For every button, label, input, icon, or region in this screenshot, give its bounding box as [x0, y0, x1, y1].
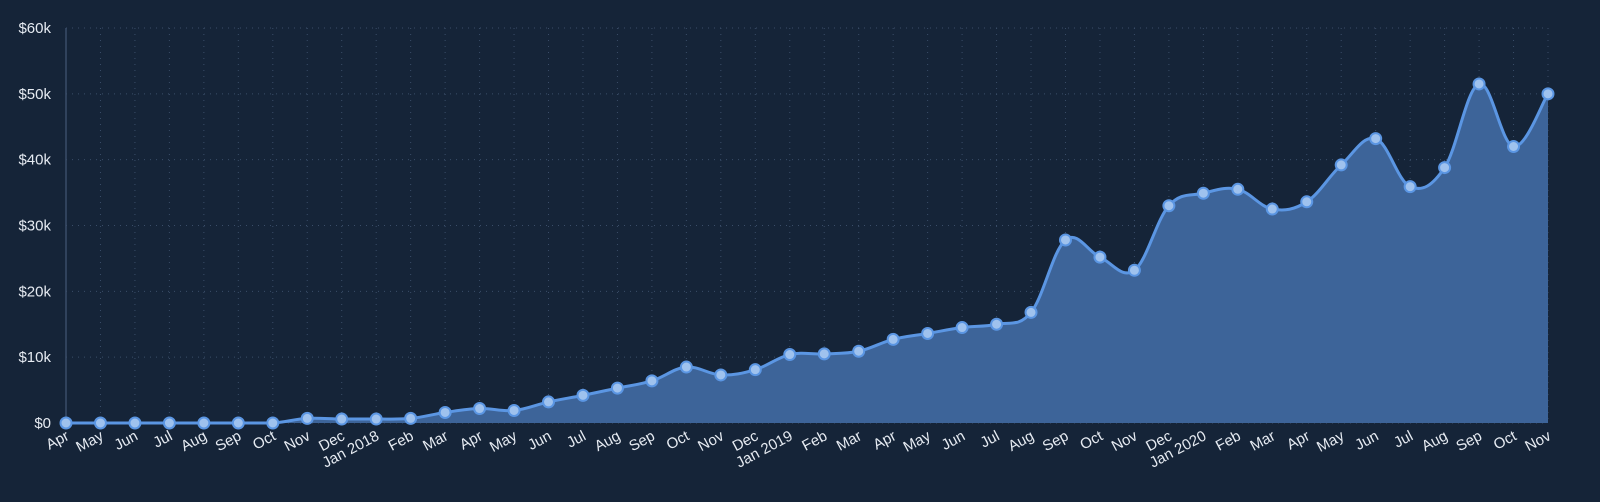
- x-tick-label: Aug: [1419, 428, 1451, 456]
- x-tick-label: Sep: [626, 428, 658, 456]
- data-point: [714, 368, 728, 382]
- x-tick-label: Jul: [1391, 428, 1416, 452]
- data-point: [990, 317, 1004, 331]
- x-tick-label: May: [487, 427, 520, 456]
- data-point: [1472, 77, 1486, 91]
- data-point: [1507, 140, 1521, 153]
- data-point: [610, 381, 624, 395]
- y-tick-label: $50k: [18, 86, 51, 103]
- area-fill: [66, 83, 1548, 423]
- data-point: [1058, 233, 1072, 247]
- x-tick-label: Mar: [834, 428, 865, 455]
- x-tick-label: Jul: [150, 428, 175, 452]
- x-tick-label: Mar: [420, 428, 451, 455]
- data-points: [59, 77, 1555, 430]
- y-tick-label: $40k: [18, 152, 51, 169]
- y-tick-label: $10k: [18, 349, 51, 366]
- data-point: [1196, 186, 1210, 200]
- data-point: [921, 326, 935, 340]
- data-point: [1093, 250, 1107, 264]
- data-point: [576, 388, 590, 402]
- data-point: [266, 416, 280, 430]
- data-point: [886, 332, 900, 346]
- data-point: [1162, 199, 1176, 213]
- data-point: [473, 402, 487, 416]
- x-tick-label: Jun: [939, 428, 968, 454]
- x-tick-label: Aug: [178, 428, 210, 456]
- x-tick-label: May: [73, 427, 106, 456]
- x-tick-label: Oct: [1491, 427, 1520, 453]
- x-tick-label: Sep: [213, 428, 245, 456]
- x-tick-label: Nov: [695, 427, 727, 455]
- data-point: [679, 360, 693, 374]
- data-point: [1403, 180, 1417, 194]
- data-point: [1369, 132, 1383, 146]
- x-tick-label: Feb: [799, 428, 830, 455]
- y-axis-ticks: $0 $10k $20k $30k $40k $50k $60k: [18, 20, 51, 432]
- x-tick-label: Oct: [664, 427, 693, 453]
- x-tick-label: Oct: [250, 427, 279, 453]
- y-tick-label: $30k: [18, 218, 51, 235]
- x-tick-label: Aug: [592, 428, 624, 456]
- data-point: [1024, 305, 1038, 319]
- y-tick-label: $60k: [18, 20, 51, 37]
- data-point: [300, 411, 314, 425]
- y-tick-label: $20k: [18, 283, 51, 300]
- data-point: [162, 416, 176, 430]
- data-point: [507, 403, 521, 417]
- x-tick-label: Oct: [1077, 427, 1106, 453]
- data-point: [852, 344, 866, 358]
- x-tick-label: Sep: [1040, 428, 1072, 456]
- data-point: [197, 416, 211, 430]
- data-point: [93, 416, 107, 430]
- data-point: [1265, 202, 1279, 216]
- data-point: [231, 416, 245, 430]
- x-tick-label: Nov: [1522, 427, 1554, 455]
- data-point: [1334, 158, 1348, 172]
- data-point: [404, 411, 418, 425]
- data-point: [1300, 195, 1314, 209]
- data-point: [748, 363, 762, 377]
- data-point: [1438, 161, 1452, 175]
- data-point: [369, 412, 383, 426]
- data-point: [955, 321, 969, 335]
- x-tick-label: Nov: [1109, 427, 1141, 455]
- y-tick-label: $0: [34, 415, 51, 432]
- data-point: [542, 395, 556, 409]
- data-point: [783, 348, 797, 362]
- x-tick-label: Jul: [564, 428, 589, 452]
- data-point: [1541, 87, 1555, 101]
- data-point: [645, 374, 659, 388]
- x-tick-label: Jun: [525, 428, 554, 454]
- data-point: [438, 405, 452, 419]
- x-tick-label: Aug: [1005, 428, 1037, 456]
- data-point: [1231, 182, 1245, 196]
- x-tick-label: Sep: [1453, 428, 1485, 456]
- x-tick-label: May: [900, 427, 933, 456]
- x-tick-label: Jun: [1352, 428, 1381, 454]
- x-tick-label: Feb: [1213, 428, 1244, 455]
- x-tick-label: Apr: [457, 428, 486, 454]
- data-point: [1127, 263, 1141, 277]
- x-tick-label: Jun: [111, 428, 140, 454]
- x-tick-label: Jul: [978, 428, 1003, 452]
- data-point: [817, 347, 831, 361]
- data-point: [128, 416, 142, 430]
- x-tick-label: Apr: [870, 428, 899, 454]
- x-tick-label: Apr: [1284, 428, 1313, 454]
- data-point: [59, 416, 73, 430]
- x-tick-label: May: [1314, 427, 1347, 456]
- x-tick-label: Mar: [1247, 428, 1278, 455]
- data-point: [335, 412, 349, 426]
- x-tick-label: Nov: [282, 427, 314, 455]
- x-tick-label: Feb: [386, 428, 417, 455]
